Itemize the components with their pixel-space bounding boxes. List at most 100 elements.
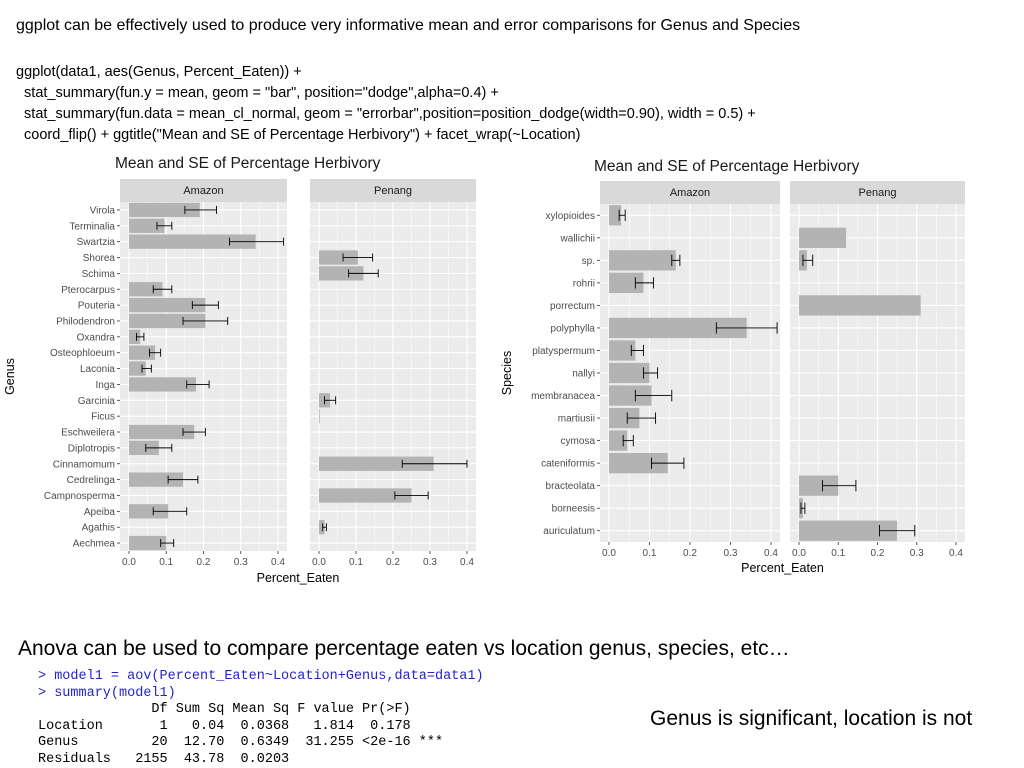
bar-amazon-pouteria: [129, 297, 206, 313]
errorbar-amazon-pterocarpus: [152, 285, 173, 294]
bar-amazon-polyphylla: [609, 317, 747, 339]
errorbar-amazon-inga: [186, 380, 210, 389]
y-tick-label-swartzia: Swartzia: [77, 237, 116, 248]
errorbar-amazon-cateniformis: [651, 457, 685, 469]
y-tick-label-cateniformis: cateniformis: [541, 459, 595, 470]
bar-penang-porrectum: [799, 295, 921, 316]
y-tick-label-pouteria: Pouteria: [78, 301, 116, 312]
code-line-3: stat_summary(fun.data = mean_cl_normal, …: [16, 106, 756, 122]
bar-amazon-sp: [609, 250, 676, 271]
x-tick-label: 0.3: [724, 548, 738, 559]
anova-row-genus: Genus 20 12.70 0.6349 31.255 <2e-16 ***: [38, 735, 444, 750]
y-tick-label-aechmea: Aechmea: [73, 539, 116, 550]
code-line-1: ggplot(data1, aes(Genus, Percent_Eaten))…: [16, 64, 302, 80]
y-tick-label-nallyi: nallyi: [572, 369, 595, 380]
y-tick-label-rohrii: rohrii: [573, 278, 595, 289]
errorbar-amazon-cymosa: [622, 434, 634, 447]
errorbar-penang-auriculatum: [879, 525, 916, 537]
errorbar-amazon-xylopioides: [618, 209, 626, 221]
facet-label-amazon: Amazon: [670, 187, 710, 199]
errorbar-amazon-osteophloeum: [149, 348, 162, 357]
errorbar-amazon-diplotropis: [145, 443, 173, 452]
errorbar-amazon-polyphylla: [715, 322, 778, 334]
errorbar-amazon-philodendron: [182, 316, 229, 325]
bar-amazon-cedrelinga: [129, 472, 184, 487]
code-line-2: stat_summary(fun.y = mean, geom = "bar",…: [16, 85, 499, 101]
y-axis-title: Genus: [3, 358, 17, 395]
y-tick-label-cinnamomum: Cinnamomum: [53, 459, 115, 470]
errorbar-amazon-apeiba: [152, 507, 188, 516]
bar-amazon-cateniformis: [609, 452, 668, 474]
x-tick-label: 0.2: [683, 548, 697, 559]
y-tick-label-eschweilera: Eschweilera: [61, 428, 115, 439]
y-tick-label-virola: Virola: [90, 205, 116, 216]
y-axis-title: Species: [500, 351, 514, 395]
y-tick-label-martiusii: martiusii: [558, 414, 595, 425]
bar-amazon-oxandra: [129, 329, 141, 344]
y-tick-label-ficus: Ficus: [91, 412, 115, 423]
bar-amazon-philodendron: [129, 313, 206, 329]
errorbar-penang-shorea: [342, 253, 374, 262]
facet-strip-amazon: [120, 179, 287, 202]
bar-amazon-aechmea: [129, 535, 167, 551]
x-tick-label: 0.4: [271, 557, 285, 568]
y-tick-label-sp: sp.: [582, 256, 595, 267]
errorbar-amazon-swartzia: [229, 237, 285, 246]
y-tick-label-garcinia: Garcinia: [78, 396, 116, 407]
errorbar-amazon-nallyi: [642, 367, 659, 379]
bar-amazon-apeiba: [129, 504, 169, 519]
y-tick-label-schima: Schima: [82, 269, 116, 280]
bar-amazon-terminalia: [129, 218, 165, 233]
bar-amazon-xylopioides: [609, 205, 622, 226]
bar-penang-schima: [319, 266, 364, 281]
console-command-aov: > model1 = aov(Percent_Eaten~Location+Ge…: [38, 669, 484, 684]
bar-penang-campnosperma: [319, 488, 412, 503]
anova-row-residuals: Residuals 2155 43.78 0.0203: [38, 751, 444, 767]
bar-amazon-rohrii: [609, 272, 644, 294]
bar-amazon-laconia: [129, 361, 146, 376]
y-tick-label-borneesis: borneesis: [552, 504, 595, 515]
r-console-output: > model1 = aov(Percent_Eaten~Location+Ge…: [38, 669, 484, 768]
bar-amazon-diplotropis: [129, 440, 159, 456]
y-tick-label-inga: Inga: [96, 380, 116, 391]
errorbar-amazon-rohrii: [634, 277, 655, 289]
y-tick-label-cedrelinga: Cedrelinga: [67, 475, 116, 486]
errorbar-amazon-terminalia: [156, 221, 173, 230]
errorbar-penang-garcinia: [324, 396, 337, 405]
console-command-summary: > summary(model1): [38, 685, 176, 701]
x-axis-title: Percent_Eaten: [257, 571, 340, 585]
facet-label-penang: Penang: [859, 187, 897, 199]
errorbar-amazon-membranacea: [634, 389, 673, 402]
y-tick-label-osteophloeum: Osteophloeum: [50, 348, 115, 359]
y-tick-label-xylopioides: xylopioides: [546, 211, 595, 222]
bar-penang-ficus: [319, 409, 320, 424]
facet-strip-penang: [310, 179, 476, 202]
y-tick-label-auriculatum: auriculatum: [543, 526, 595, 537]
x-tick-label: 0.0: [602, 548, 616, 559]
y-tick-label-apeiba: Apeiba: [84, 507, 116, 518]
x-tick-label: 0.4: [764, 548, 778, 559]
y-tick-label-oxandra: Oxandra: [77, 332, 116, 343]
bar-amazon-swartzia: [129, 234, 256, 249]
errorbar-amazon-aechmea: [160, 539, 175, 548]
x-tick-label: 0.0: [792, 548, 806, 559]
genus-chart: Amazon 0.0 0.1 0.2 0.3 0.4 Penang 0.0 0.1 0.2 0.3 0…: [3, 179, 476, 585]
y-tick-label-wallichii: wallichii: [560, 233, 595, 244]
intro-text: ggplot can be effectively used to produc…: [16, 17, 801, 34]
x-tick-label: 0.4: [460, 557, 474, 568]
errorbar-amazon-martiusii: [626, 412, 657, 424]
bar-amazon-eschweilera: [129, 424, 195, 440]
anova-table-header: Df Sum Sq Mean Sq F value Pr(>F): [38, 702, 444, 717]
y-tick-label-campnosperma: Campnosperma: [44, 491, 116, 502]
y-tick-label-porrectum: porrectum: [550, 301, 595, 312]
x-tick-label: 0.0: [312, 557, 326, 568]
errorbar-penang-campnosperma: [394, 491, 429, 500]
facet-strip-penang: [790, 181, 965, 204]
bar-amazon-martiusii: [609, 407, 640, 429]
bar-penang-cinnamomum: [319, 456, 434, 471]
y-tick-label-platyspermum: platyspermum: [532, 346, 595, 357]
errorbar-amazon-laconia: [141, 364, 152, 373]
y-tick-label-terminalia: Terminalia: [69, 221, 115, 232]
x-tick-label: 0.2: [197, 557, 211, 568]
errorbar-penang-bracteolata: [822, 479, 857, 492]
